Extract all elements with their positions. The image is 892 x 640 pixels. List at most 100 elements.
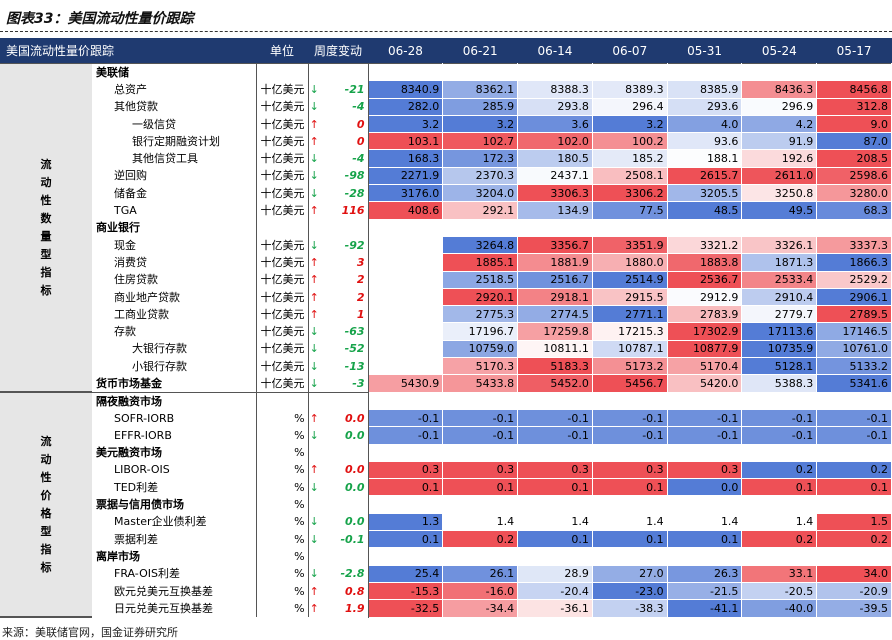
value-cell: 34.0 (816, 564, 892, 583)
value-cell: 3204.0 (442, 184, 519, 203)
empty-cell (741, 547, 818, 566)
value-cell: 8362.1 (442, 80, 519, 99)
value-cell: -20.5 (741, 581, 818, 601)
value-cell: 2529.2 (816, 270, 892, 289)
empty-cell (816, 218, 892, 237)
value-cell: 0.1 (517, 478, 593, 497)
empty-cell (591, 62, 668, 82)
value-cell: 93.6 (666, 132, 743, 151)
empty-cell (517, 218, 593, 237)
value-cell: 5341.6 (816, 374, 892, 393)
value-cell: 2370.3 (442, 166, 519, 186)
unit: % (256, 582, 309, 600)
value-cell: 2615.7 (666, 166, 743, 186)
arrow: ↓ (309, 515, 319, 529)
value-cell: 5420.0 (666, 374, 743, 393)
arrow: ↓ (309, 342, 319, 356)
unit: % (256, 495, 309, 514)
value-cell: -40.0 (741, 599, 818, 618)
empty-cell (666, 218, 743, 237)
value-cell: 10759.0 (442, 339, 519, 359)
value-cell: -0.1 (517, 408, 593, 428)
value-cell: 2516.7 (517, 270, 593, 289)
value-cell: -0.1 (816, 426, 892, 445)
arrow: ↓ (309, 428, 319, 442)
item-name: 一级信贷 (92, 115, 257, 133)
value-cell: 5170.4 (666, 357, 743, 376)
value-cell: 9.0 (816, 114, 892, 134)
value-cell: -21.5 (666, 581, 743, 601)
value-cell: 5133.2 (816, 357, 892, 376)
arrow: ↓ (309, 169, 319, 183)
value-cell: -0.1 (741, 426, 818, 445)
weekly-change (320, 495, 369, 514)
unit (256, 62, 309, 81)
empty-cell (367, 253, 444, 272)
weekly-change: -13 (320, 357, 369, 375)
arrow: ↓ (309, 567, 319, 581)
value-cell: 3356.7 (517, 235, 593, 255)
value-cell: 192.6 (741, 149, 818, 168)
unit: % (256, 444, 309, 462)
weekly-change (320, 62, 369, 81)
unit: 十亿美元 (256, 271, 309, 289)
unit: 十亿美元 (256, 322, 309, 341)
value-cell: -15.3 (367, 581, 444, 601)
weekly-change: 0 (320, 132, 369, 150)
unit: % (256, 478, 309, 496)
item-row: Master企业债利差% ↓ 0.0 1.3 1.4 1.4 1.4 1.4 1.4 1.5 (0, 512, 892, 532)
header-cell: 05-17 (816, 38, 892, 64)
empty-cell (367, 322, 444, 341)
value-cell: 2598.6 (816, 166, 892, 186)
value-cell: 0.1 (816, 478, 892, 497)
value-cell: 0.3 (591, 460, 668, 480)
value-cell: 2271.9 (367, 166, 444, 186)
header-cell: 06-21 (442, 38, 518, 64)
item-name: 消费贷 (92, 253, 257, 272)
unit: 十亿美元 (256, 357, 309, 375)
value-cell: 10735.9 (741, 339, 818, 359)
value-cell: 285.9 (442, 97, 519, 116)
empty-cell (367, 495, 444, 514)
value-cell: 8389.3 (591, 80, 668, 99)
value-cell: 0.1 (666, 530, 743, 549)
value-cell: 0.1 (367, 478, 444, 497)
empty-cell (517, 443, 593, 462)
value-cell: 33.1 (741, 564, 818, 583)
empty-cell (367, 391, 444, 410)
value-cell: 2775.3 (442, 305, 519, 324)
empty-cell (367, 235, 444, 255)
section-label: 流动性价格型指标 (0, 391, 92, 618)
value-cell: 3337.3 (816, 235, 892, 255)
value-cell: 17196.7 (442, 322, 519, 341)
value-cell: 77.5 (591, 201, 668, 220)
value-cell: 2771.1 (591, 305, 668, 324)
item-name: 住房贷款 (92, 271, 257, 289)
value-cell: 8388.3 (517, 80, 593, 99)
arrow: ↑ (309, 134, 319, 148)
value-cell: 134.9 (517, 201, 593, 220)
empty-cell (666, 547, 743, 566)
empty-cell (367, 357, 444, 376)
empty-cell (442, 495, 519, 514)
group-row: 离岸市场% (0, 547, 892, 566)
empty-cell (666, 62, 743, 82)
value-cell: 0.3 (517, 460, 593, 480)
empty-cell (367, 305, 444, 324)
weekly-change: -28 (320, 184, 369, 202)
unit: % (256, 599, 309, 617)
unit: 十亿美元 (256, 374, 309, 393)
value-cell: 4.2 (741, 114, 818, 134)
value-cell: -41.1 (666, 599, 743, 618)
item-name: 货币市场基金 (92, 374, 257, 393)
item-name: 离岸市场 (92, 547, 257, 566)
item-row: 工商业贷款 十亿美元 ↑ 1 2775.3 2774.5 2771.1 2783.9 2779.… (0, 305, 892, 324)
arrow: ↓ (309, 186, 319, 200)
value-cell: 5452.0 (517, 374, 593, 393)
item-name: 大银行存款 (92, 340, 257, 358)
value-cell: 188.1 (666, 149, 743, 168)
value-cell: 1881.9 (517, 253, 593, 272)
value-cell: 5183.3 (517, 357, 593, 376)
empty-cell (591, 391, 668, 410)
item-name: 其他贷款 (92, 98, 257, 116)
